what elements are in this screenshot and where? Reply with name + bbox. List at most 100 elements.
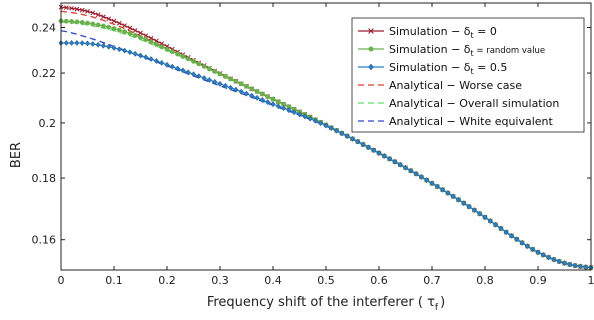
series-3-marker (371, 147, 377, 154)
legend-label: Analytical − Overall simulation (389, 97, 559, 110)
series-3-marker (402, 164, 409, 171)
series-1-marker (95, 12, 101, 18)
series-2-marker (222, 74, 228, 79)
series-2-marker (159, 44, 165, 50)
series-2-marker (63, 18, 69, 24)
series-3-marker (556, 258, 562, 265)
series-3-marker (519, 239, 525, 246)
series-3-marker (74, 39, 80, 46)
series-3-marker (206, 76, 212, 83)
series-1-marker (111, 18, 117, 24)
legend-label: Simulation − δt = 0 (389, 25, 497, 40)
series-3-marker (429, 180, 435, 187)
series-2-marker (153, 41, 159, 47)
series-3-marker (137, 52, 144, 59)
series-3-marker (471, 207, 477, 214)
series-1-marker (122, 23, 127, 28)
series-3-marker (175, 65, 181, 72)
series-3-marker (413, 170, 419, 177)
series-3-marker (546, 254, 552, 261)
series-3-marker (259, 96, 265, 103)
series-3-marker (153, 57, 159, 64)
legend-entry-5: Analytical − Overall simulation (358, 97, 559, 110)
series-3-marker (387, 155, 393, 162)
series-2-marker (233, 78, 239, 84)
series-2-marker (185, 56, 191, 62)
series-3-marker (450, 193, 456, 200)
series-3-marker (323, 122, 329, 129)
series-3-marker (355, 138, 361, 145)
x-tick-label: 0.2 (158, 274, 176, 287)
legend-entry-6: Analytical − White equivalent (358, 115, 554, 128)
series-2-marker (116, 27, 122, 33)
series-1-marker (101, 14, 106, 20)
series-2-marker (111, 26, 117, 32)
series-3-marker (63, 39, 69, 46)
series-3-marker (455, 196, 462, 203)
series-2-marker (169, 49, 175, 55)
series-2-marker (69, 19, 75, 24)
series-3-marker (238, 88, 244, 95)
series-1-marker (116, 20, 122, 26)
x-tick-label: 0 (58, 274, 65, 287)
series-3-marker (307, 115, 313, 122)
series-3-marker (122, 47, 128, 54)
series-3-marker (270, 101, 276, 108)
x-tick-label: 0.7 (423, 274, 441, 287)
series-2-marker (138, 34, 143, 40)
series-2-marker (275, 99, 281, 105)
series-3-marker (84, 40, 91, 47)
legend-label: Simulation − δt = 0.5 (389, 61, 507, 76)
series-3-marker (302, 113, 308, 120)
series-3-marker (217, 80, 223, 87)
x-axis-label-close: ) (440, 295, 445, 310)
series-2-marker (191, 58, 196, 64)
series-3-marker (185, 69, 191, 76)
x-axis-label-subscript: f (435, 303, 439, 313)
series-2-marker (90, 21, 96, 27)
series-3-marker (498, 225, 504, 232)
series-3-marker (503, 229, 509, 236)
series-3-marker (190, 71, 197, 78)
series-3-marker (540, 251, 546, 258)
series-2-marker (143, 37, 149, 43)
series-3-marker (344, 133, 350, 140)
series-3-marker (254, 94, 260, 101)
y-tick-label: 0.18 (32, 172, 57, 185)
series-3-marker (514, 236, 520, 243)
series-2-marker (148, 39, 154, 45)
series-3-marker (249, 92, 255, 99)
series-3-marker (477, 210, 483, 217)
series-2-marker (259, 91, 265, 97)
axes: 0 0.1 0.2 0.3 0.4 0.5 0.6 0.7 0.8 0.9 1 0.16 0.18 0.2… (32, 2, 594, 287)
series-3-marker (424, 177, 430, 184)
series-3-marker (127, 49, 133, 56)
series-3-marker (440, 186, 446, 193)
series-3-marker (482, 214, 488, 221)
legend-entry-2: Simulation − δt = random value (358, 43, 545, 58)
series-2-marker (217, 71, 223, 77)
series-2-marker (132, 32, 138, 38)
series-1-marker (90, 10, 96, 16)
legend-box (351, 17, 585, 133)
series-3-marker (445, 190, 451, 197)
series-2-marker (79, 20, 85, 25)
legend-entry-1: Simulation − δt = 0 (358, 25, 497, 40)
x-axis-label-main: Frequency shift of the interferer ( τ (207, 295, 435, 310)
series-2-marker (244, 83, 249, 89)
legend-entry-4: Analytical − Worse case (358, 79, 522, 92)
series-1-marker (85, 9, 90, 14)
series-3-marker (169, 63, 175, 70)
series-3-marker (487, 217, 493, 224)
y-axis-label: BER (9, 142, 24, 168)
series-2-marker (100, 23, 106, 29)
series-3-marker (493, 221, 499, 228)
series-3-marker (466, 203, 472, 210)
series-3-marker (275, 103, 281, 110)
series-3-marker (111, 44, 117, 51)
series-2-marker (238, 81, 244, 87)
series-3-marker (508, 232, 515, 239)
series-3-marker (376, 150, 382, 157)
series-2-marker (122, 29, 128, 35)
